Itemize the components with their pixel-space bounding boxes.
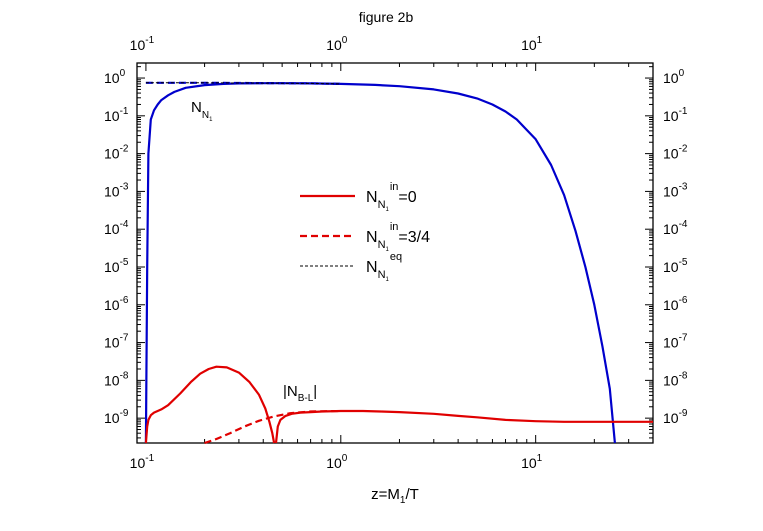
y-tick-label-right: 10-8	[663, 370, 688, 388]
annotations: NN1 |NB-L|	[191, 99, 317, 404]
y-tick-label: 10-6	[104, 295, 129, 313]
y-tick-label-right: 10-5	[663, 257, 688, 275]
x-tick-label: 101	[521, 453, 543, 471]
x-tick-label-top: 10-1	[130, 35, 155, 53]
legend-label-0: NN1in=0	[366, 181, 417, 213]
y-tick-label-right: 10-2	[663, 144, 688, 162]
legend-label-2: NN1eq	[366, 251, 402, 283]
y-tick-label-right: 10-4	[663, 219, 688, 237]
y-tick-label: 100	[104, 68, 126, 86]
annotation-label-1: |NB-L|	[283, 383, 317, 404]
y-tick-label: 10-7	[104, 333, 129, 351]
series-line-4	[274, 409, 653, 444]
series-layer	[144, 81, 653, 445]
y-tick-label-right: 10-7	[663, 333, 688, 351]
series-line-2	[145, 82, 341, 85]
x-tick-label: 100	[326, 453, 348, 471]
plot-frame	[136, 62, 654, 444]
y-tick-label-right: 10-3	[663, 181, 688, 199]
y-tick-label-right: 10-9	[663, 408, 688, 426]
y-tick-label-right: 10-1	[663, 106, 688, 124]
x-tick-label: 10-1	[130, 453, 155, 471]
y-tick-label: 10-4	[104, 219, 129, 237]
y-tick-label: 10-9	[104, 408, 129, 426]
x-tick-label-top: 100	[326, 35, 348, 53]
y-tick-label: 10-5	[104, 257, 129, 275]
series-line-0	[144, 82, 616, 444]
chart-title: figure 2b	[359, 9, 414, 25]
series-line-3	[144, 365, 276, 444]
series-line-1	[145, 81, 341, 85]
y-tick-label-right: 100	[663, 68, 685, 86]
legend-label-1: NN1in=3/4	[366, 221, 430, 253]
annotation-label-0: NN1	[191, 99, 213, 123]
x-tick-label-top: 101	[521, 35, 543, 53]
y-tick-label-right: 10-6	[663, 295, 688, 313]
y-tick-label: 10-2	[104, 144, 129, 162]
y-tick-label: 10-3	[104, 181, 129, 199]
series-line-5	[204, 409, 341, 445]
axis-ticks	[136, 63, 654, 443]
y-tick-label: 10-1	[104, 106, 129, 124]
x-axis-label: z=M1/T	[371, 486, 419, 506]
y-tick-label: 10-8	[104, 370, 129, 388]
